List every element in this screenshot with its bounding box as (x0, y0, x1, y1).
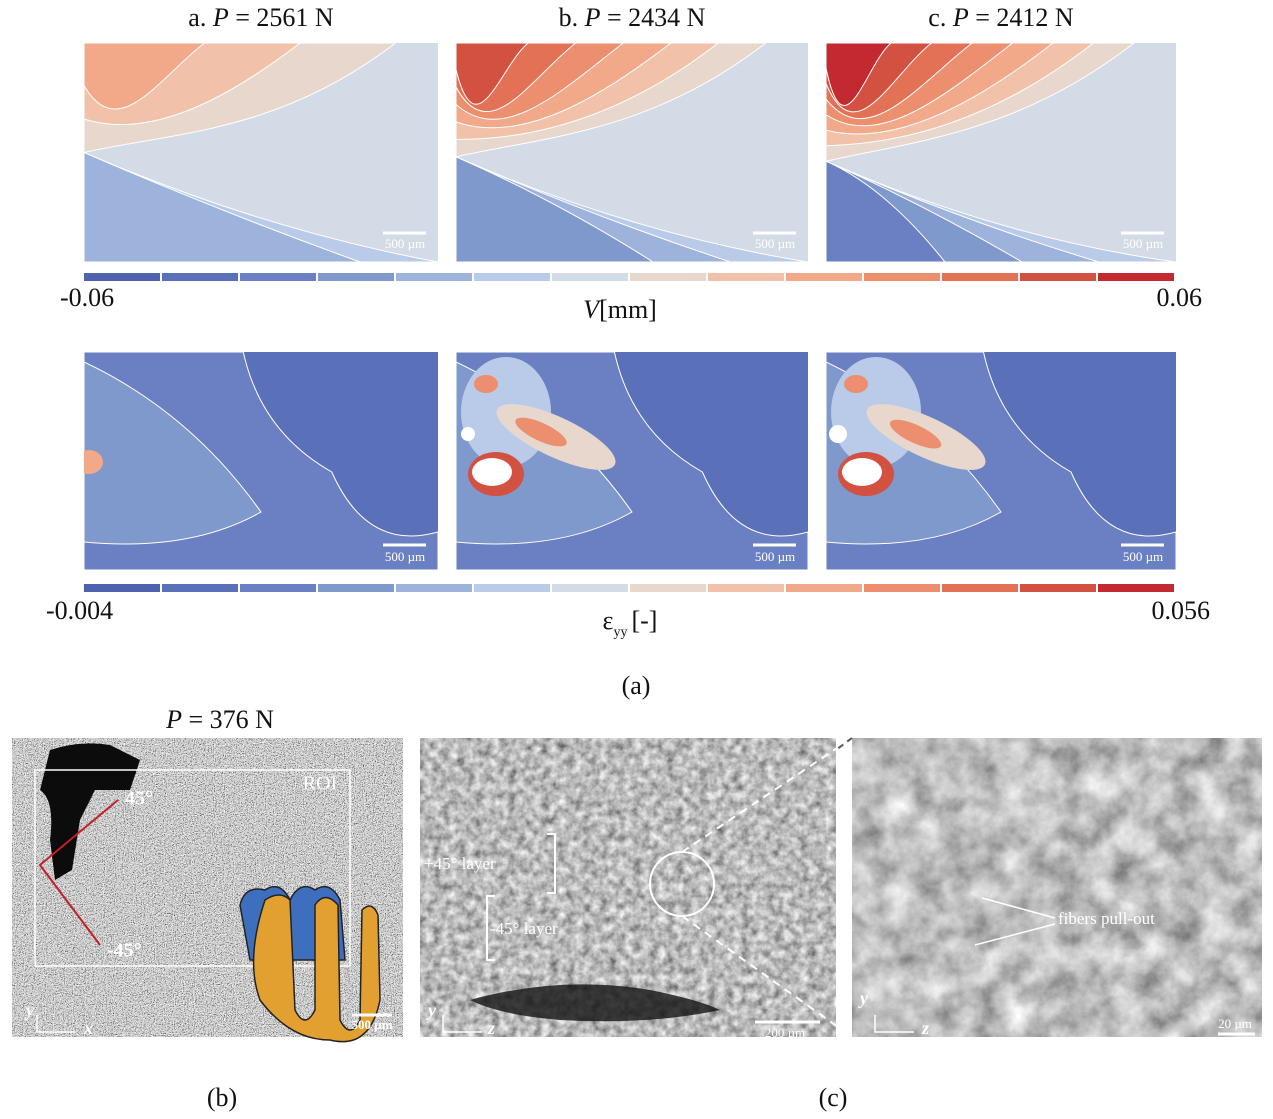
colorbar-segment (708, 584, 784, 592)
colorbar-segment (162, 273, 238, 281)
strain-hotspot (844, 375, 868, 393)
load-label: P = 376 N (165, 705, 274, 734)
symbol: P (212, 3, 229, 32)
load: = 2561 N (235, 3, 334, 32)
displacement-map (84, 43, 438, 262)
angle-label: -45° (107, 940, 142, 962)
subscript: yy (613, 625, 627, 640)
load: = 376 N (188, 705, 274, 734)
colorbar-segment (396, 273, 472, 281)
colorbar-segment (1020, 584, 1096, 592)
hole (829, 425, 847, 443)
label: b. (559, 3, 579, 32)
label: a. (188, 3, 206, 32)
colorbar-segment (84, 273, 160, 281)
axis-label: y (426, 1000, 437, 1020)
colorbar-segment (864, 273, 940, 281)
roi-label: ROI (303, 773, 337, 795)
annotation: fibers pull-out (1058, 909, 1155, 928)
symbol: P (584, 3, 601, 32)
strain-map (456, 352, 808, 570)
colorbar-segment (162, 584, 238, 592)
colorbar-max: 0.06 (1157, 283, 1203, 312)
symbol: P (165, 705, 182, 734)
scale-bar-label: 500 µm (351, 1017, 392, 1032)
colorbar-segment (708, 273, 784, 281)
colorbar-segment (630, 584, 706, 592)
scale-bar-label: 500 µm (755, 549, 795, 564)
angle-label: 45° (125, 788, 153, 810)
caption: (a) (622, 671, 651, 700)
caption: (b) (207, 1083, 237, 1112)
scale-bar-label: 20 µm (1218, 1016, 1252, 1031)
scale-bar-label: 500 µm (1123, 236, 1163, 251)
map-title: c. P = 2412 N (928, 3, 1074, 32)
scale-bar-label: 500 µm (385, 236, 425, 251)
colorbar-segment (318, 584, 394, 592)
colorbar-segment (1098, 584, 1174, 592)
strain-map (75, 352, 438, 570)
displacement-map (456, 43, 808, 262)
colorbar-segment (786, 584, 862, 592)
colorbar-label: V[mm] (583, 295, 657, 324)
colorbar-min: -0.004 (46, 596, 113, 625)
colorbar-max: 0.056 (1152, 596, 1211, 625)
strain-hotspot (75, 450, 103, 474)
colorbar-segment (474, 584, 550, 592)
scale-bar-label: 500 µm (755, 236, 795, 251)
scale-bar-label: 500 µm (1123, 549, 1163, 564)
axis-label: x (83, 1018, 93, 1038)
caption: (c) (819, 1083, 848, 1112)
colorbar-segment (240, 584, 316, 592)
colorbar-segment (942, 584, 1018, 592)
label: c. (928, 3, 946, 32)
unit: [-] (631, 606, 657, 635)
colorbar-segment (1098, 273, 1174, 281)
zoom-line (836, 738, 852, 750)
displacement-map (826, 43, 1176, 262)
symbol: ε (603, 606, 614, 635)
load: = 2434 N (607, 3, 706, 32)
colorbar-segment (552, 584, 628, 592)
axis-label: z (921, 1018, 929, 1038)
load: = 2412 N (975, 3, 1074, 32)
colorbar-segment (864, 584, 940, 592)
layer-label: -45° layer (490, 919, 558, 938)
map-title: a. P = 2561 N (188, 3, 334, 32)
axis-label: y (858, 988, 869, 1008)
colorbar-segment (630, 273, 706, 281)
map-title: b. P = 2434 N (559, 3, 706, 32)
strain-map (826, 352, 1176, 570)
axis-label: z (487, 1018, 495, 1038)
colorbar-segment (942, 273, 1018, 281)
sem-zoom-image (852, 738, 1262, 1037)
scale-bar-label: 200 µm (765, 1025, 805, 1040)
strain-hotspot (474, 375, 498, 393)
colorbar-segment (474, 273, 550, 281)
colorbar-segment (84, 584, 160, 592)
colorbar-segment (396, 584, 472, 592)
colorbar-label: εyy [-] (603, 606, 658, 640)
colorbar-segment (786, 273, 862, 281)
colorbar-segment (552, 273, 628, 281)
unit: [mm] (599, 295, 657, 324)
scale-bar-label: 500 µm (385, 549, 425, 564)
hole (842, 458, 882, 486)
symbol: P (952, 3, 969, 32)
colorbar-min: -0.06 (60, 283, 114, 312)
figure: ROI 45° -45° 500 µm y x P = 376 N (b) +4… (0, 0, 1273, 1119)
colorbar-segment (1020, 273, 1096, 281)
hole (472, 458, 512, 486)
colorbar-segment (240, 273, 316, 281)
axis-label: y (24, 1000, 35, 1020)
hole (461, 427, 475, 441)
layer-label: +45° layer (424, 854, 496, 873)
colorbar-segment (318, 273, 394, 281)
